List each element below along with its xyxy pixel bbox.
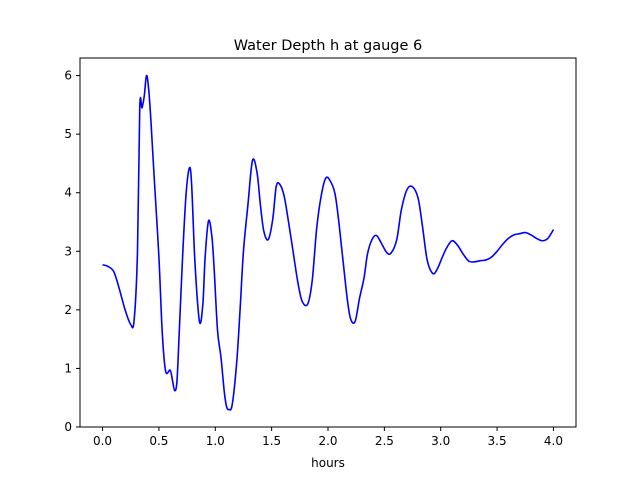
series-layer xyxy=(102,74,555,411)
y-tick-label: 2 xyxy=(64,303,72,317)
water-depth-line xyxy=(102,74,555,411)
x-tick-label: 0.5 xyxy=(149,434,168,448)
y-tick-label: 0 xyxy=(64,420,72,434)
y-tick-label: 3 xyxy=(64,244,72,258)
chart-title: Water Depth h at gauge 6 xyxy=(234,38,422,54)
x-tick-label: 0.0 xyxy=(93,434,112,448)
x-axis-ticks: 0.0 0.5 1.0 1.5 2.0 2.5 3.0 3.5 4.0 xyxy=(93,427,563,448)
x-tick-label: 3.0 xyxy=(431,434,450,448)
y-tick-label: 1 xyxy=(64,361,72,375)
y-tick-label: 5 xyxy=(64,127,72,141)
x-tick-label: 1.5 xyxy=(262,434,281,448)
y-tick-label: 4 xyxy=(64,186,72,200)
x-tick-label: 1.0 xyxy=(206,434,225,448)
x-axis-label: hours xyxy=(311,456,345,470)
x-tick-label: 3.5 xyxy=(488,434,507,448)
y-axis-ticks: 0 1 2 3 4 5 6 xyxy=(64,69,80,434)
x-tick-label: 2.5 xyxy=(375,434,394,448)
x-tick-label: 2.0 xyxy=(318,434,337,448)
plot-frame xyxy=(79,57,577,428)
y-tick-label: 6 xyxy=(64,69,72,83)
x-tick-label: 4.0 xyxy=(544,434,563,448)
